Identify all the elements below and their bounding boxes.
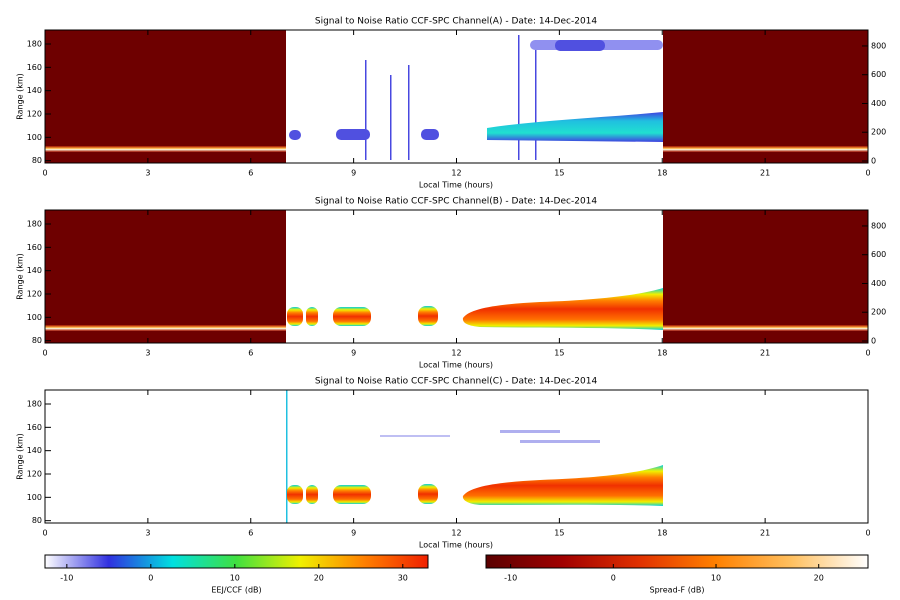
- x-tick-label: 0: [865, 529, 870, 538]
- x-tick-label: 9: [351, 529, 356, 538]
- echo-band: [462, 465, 663, 506]
- heatmap-background: [45, 30, 868, 523]
- colorbar-tick-label: 20: [314, 574, 324, 583]
- spread-f-region: [663, 210, 868, 343]
- x-tick-label: 12: [451, 349, 461, 358]
- echo-layer: [663, 325, 868, 331]
- y-tick-label: 160: [27, 423, 42, 432]
- colorbar-tick-label: -10: [504, 574, 517, 583]
- echo-layer: [45, 146, 286, 152]
- y-tick-label: 180: [27, 40, 42, 49]
- panel-title: Signal to Noise Ratio CCF-SPC Channel(C)…: [315, 377, 598, 387]
- colorbar-label: EEJ/CCF (dB): [211, 586, 261, 595]
- x-tick-label: 0: [42, 529, 47, 538]
- colorbar-tick-label: -10: [60, 574, 73, 583]
- y-axis-label: Range (km): [16, 253, 25, 300]
- x-tick-label: 0: [42, 169, 47, 178]
- colorbar-tick-label: 10: [711, 574, 721, 583]
- x-axis-label: Local Time (hours): [419, 541, 493, 550]
- x-tick-label: 9: [351, 349, 356, 358]
- y-tick-label: 160: [27, 63, 42, 72]
- colorbar-tick-label: 0: [148, 574, 153, 583]
- spread-f-region: [663, 30, 868, 163]
- echo-blobs: [287, 484, 438, 504]
- x-tick-label: 12: [451, 529, 461, 538]
- spread-f-region: [45, 30, 286, 163]
- y-axis-label: Range (km): [16, 73, 25, 120]
- colorbar: [485, 554, 869, 569]
- echo-layer: [45, 325, 286, 331]
- y-tick-label: 80: [32, 516, 42, 525]
- x-tick-label: 6: [248, 349, 253, 358]
- y-axis-label: Range (km): [16, 433, 25, 480]
- y2-tick-label: 400: [871, 279, 886, 288]
- echo-streak: [286, 390, 288, 523]
- y2-tick-label: 0: [871, 336, 876, 345]
- x-axis-label: Local Time (hours): [419, 361, 493, 370]
- spread-f-region: [45, 210, 286, 343]
- y-tick-label: 80: [32, 336, 42, 345]
- echo-band: [487, 112, 663, 142]
- y2-tick-label: 800: [871, 41, 886, 50]
- colorbar-tick-label: 10: [230, 574, 240, 583]
- x-tick-label: 0: [42, 349, 47, 358]
- x-tick-label: 3: [145, 529, 150, 538]
- y2-tick-label: 200: [871, 308, 886, 317]
- y2-tick-label: 600: [871, 70, 886, 79]
- x-tick-label: 21: [760, 349, 770, 358]
- x-tick-label: 3: [145, 169, 150, 178]
- y-tick-label: 120: [27, 290, 42, 299]
- y-tick-label: 140: [27, 446, 42, 455]
- x-tick-label: 21: [760, 169, 770, 178]
- echo-band: [462, 288, 663, 330]
- y-tick-label: 100: [27, 133, 42, 142]
- y-tick-label: 140: [27, 86, 42, 95]
- y-tick-label: 100: [27, 493, 42, 502]
- colorbar-label: Spread-F (dB): [649, 586, 704, 595]
- x-tick-label: 3: [145, 349, 150, 358]
- x-tick-label: 15: [554, 169, 564, 178]
- panel-title: Signal to Noise Ratio CCF-SPC Channel(B)…: [315, 197, 598, 207]
- colorbar-tick-label: 0: [611, 574, 616, 583]
- y-tick-label: 160: [27, 243, 42, 252]
- echo-blobs: [289, 40, 663, 140]
- y-tick-label: 80: [32, 156, 42, 165]
- y2-tick-label: 0: [871, 156, 876, 165]
- x-tick-label: 9: [351, 169, 356, 178]
- y2-tick-label: 800: [871, 221, 886, 230]
- y-tick-label: 180: [27, 400, 42, 409]
- panel-title: Signal to Noise Ratio CCF-SPC Channel(A)…: [315, 17, 598, 27]
- y-tick-label: 120: [27, 110, 42, 119]
- y-tick-label: 100: [27, 313, 42, 322]
- x-tick-label: 15: [554, 529, 564, 538]
- colorbar-tick-label: 30: [398, 574, 408, 583]
- y2-tick-label: 200: [871, 128, 886, 137]
- x-tick-label: 15: [554, 349, 564, 358]
- x-tick-label: 0: [865, 169, 870, 178]
- echo-layer: [663, 146, 868, 152]
- x-tick-label: 6: [248, 529, 253, 538]
- colorbar-tick-label: 20: [814, 574, 824, 583]
- y-tick-label: 140: [27, 266, 42, 275]
- x-tick-label: 21: [760, 529, 770, 538]
- colorbar: [44, 554, 429, 569]
- y2-tick-label: 400: [871, 99, 886, 108]
- x-axis-label: Local Time (hours): [419, 181, 493, 190]
- x-tick-label: 18: [657, 169, 667, 178]
- x-tick-label: 18: [657, 529, 667, 538]
- y2-tick-label: 600: [871, 250, 886, 259]
- x-tick-label: 12: [451, 169, 461, 178]
- echo-blobs: [287, 306, 438, 326]
- echo-speckle: [380, 430, 600, 443]
- plot-frame: [44, 389, 869, 524]
- x-tick-label: 18: [657, 349, 667, 358]
- x-tick-label: 0: [865, 349, 870, 358]
- y-tick-label: 120: [27, 470, 42, 479]
- x-tick-label: 6: [248, 169, 253, 178]
- echo-streaks: [365, 35, 537, 160]
- y-tick-label: 180: [27, 220, 42, 229]
